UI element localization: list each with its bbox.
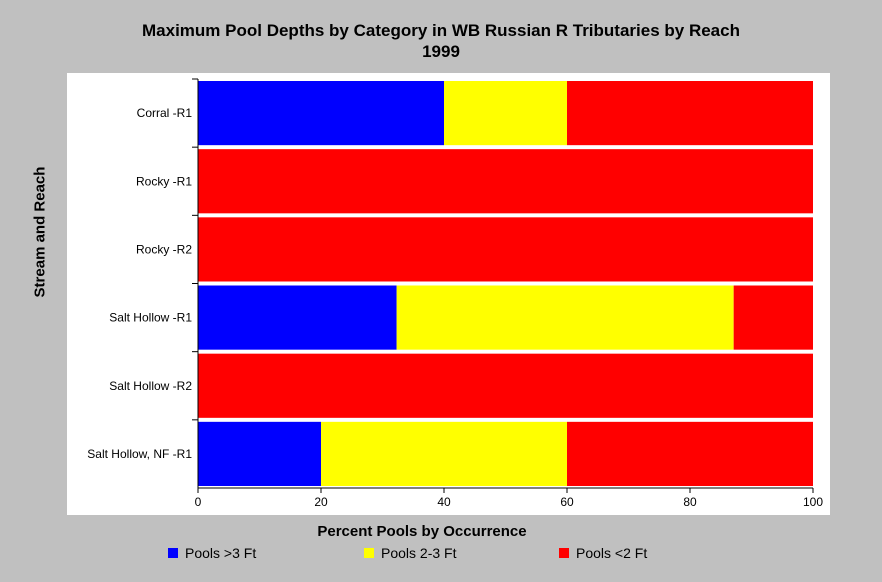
y-axis-label: Stream and Reach	[31, 166, 49, 298]
legend-item: Pools >3 Ft	[168, 545, 256, 561]
bar-chart: Corral -R1 Rocky -R1 Rocky -R2 Salt Hollow …	[87, 78, 823, 509]
legend-item: Pools 2-3 Ft	[364, 545, 456, 561]
bar-3-row-2	[198, 149, 813, 214]
y-tick-label: Rocky -R2	[136, 242, 192, 256]
legend-swatch	[364, 548, 374, 558]
bar-2-row-4	[396, 285, 734, 350]
legend-swatch	[559, 548, 569, 558]
y-tick-label: Rocky -R1	[136, 174, 192, 188]
x-tick-label: 60	[560, 495, 574, 509]
bar-3-row-4	[733, 285, 813, 350]
bar-1-row-1	[198, 81, 444, 146]
bar-3-row-3	[198, 217, 813, 282]
x-axis-label: Percent Pools by Occurrence	[317, 523, 527, 540]
legend-label: Pools <2 Ft	[576, 545, 648, 561]
chart-title-line-2: 1999	[422, 42, 460, 61]
legend-label: Pools >3 Ft	[185, 545, 257, 561]
plot-panel: Corral -R1 Rocky -R1 Rocky -R2 Salt Hollow …	[67, 73, 830, 515]
y-tick-label: Salt Hollow -R2	[109, 379, 192, 393]
legend-item: Pools <2 Ft	[559, 545, 647, 561]
y-tick-label: Salt Hollow -R1	[109, 311, 192, 325]
bar-3-row-6	[567, 421, 813, 486]
chart-title-line-1: Maximum Pool Depths by Category in WB Ru…	[142, 21, 740, 40]
chart-title: Maximum Pool Depths by Category in WB Ru…	[0, 20, 882, 62]
x-tick-label: 20	[314, 495, 328, 509]
bar-1-row-6	[198, 421, 321, 486]
legend-swatch	[168, 548, 178, 558]
legend: Pools >3 Ft Pools 2-3 Ft Pools <2 Ft	[0, 545, 882, 565]
x-tick-label: 40	[437, 495, 451, 509]
bar-3-row-1	[567, 81, 813, 146]
x-tick-label: 0	[195, 495, 202, 509]
x-tick-label: 80	[683, 495, 697, 509]
legend-label: Pools 2-3 Ft	[381, 545, 457, 561]
bar-2-row-6	[321, 421, 567, 486]
bar-1-row-4	[198, 285, 397, 350]
x-tick-label: 100	[803, 495, 823, 509]
bar-2-row-1	[444, 81, 567, 146]
y-tick-label: Salt Hollow, NF -R1	[87, 447, 192, 461]
y-tick-label: Corral -R1	[137, 106, 193, 120]
bar-3-row-5	[198, 353, 813, 418]
